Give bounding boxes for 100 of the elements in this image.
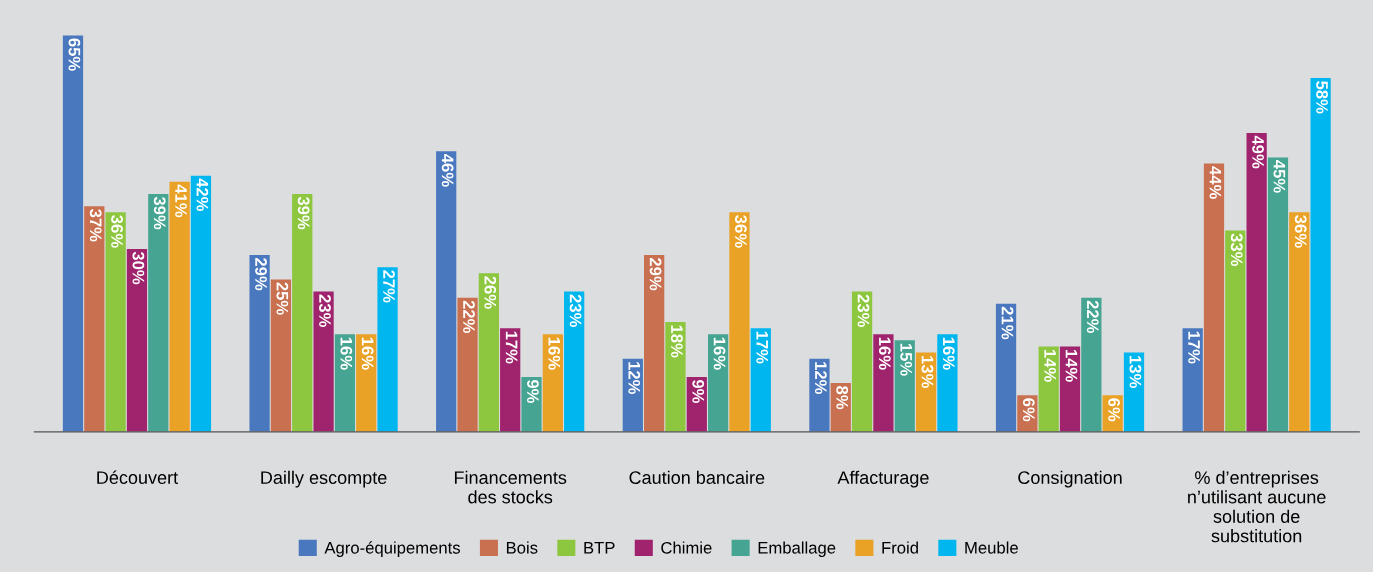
bar xyxy=(105,212,126,432)
data-label: 21% xyxy=(1001,306,1014,340)
data-label: 16% xyxy=(878,337,891,370)
bar xyxy=(1059,346,1081,432)
data-label: 9% xyxy=(527,379,539,404)
data-label: 36% xyxy=(1294,215,1307,248)
data-label: 17% xyxy=(505,331,518,364)
bar xyxy=(436,151,457,432)
data-label: 14% xyxy=(1044,349,1056,382)
data-label: 15% xyxy=(900,343,913,376)
data-label: 17% xyxy=(756,331,769,364)
bar xyxy=(809,358,830,432)
data-label: 33% xyxy=(1230,233,1243,266)
data-label: 46% xyxy=(441,154,454,187)
bar xyxy=(249,254,270,432)
data-label: 25% xyxy=(276,282,289,315)
bar xyxy=(1225,230,1246,432)
x-tick-label: Consignation xyxy=(1018,470,1122,488)
bar xyxy=(564,291,585,432)
bar xyxy=(665,322,686,432)
bar xyxy=(1203,163,1225,432)
data-label: 45% xyxy=(1273,160,1286,193)
bar xyxy=(729,212,750,432)
data-label: 36% xyxy=(111,215,123,248)
bar xyxy=(126,248,148,432)
legend-label: Chimie xyxy=(661,541,712,554)
legend-label: Meuble xyxy=(965,541,1018,554)
data-label: 41% xyxy=(175,184,187,218)
x-tick-label: Affacturage xyxy=(837,470,929,488)
data-label: 49% xyxy=(1252,135,1264,169)
x-tick-label: Caution bancaire xyxy=(629,470,765,485)
data-label: 37% xyxy=(89,209,102,242)
bar xyxy=(334,334,356,432)
bar xyxy=(750,328,771,432)
bar xyxy=(190,175,212,432)
x-tick-label: Dailly escompte xyxy=(261,470,387,488)
data-label: 39% xyxy=(153,196,166,230)
bar xyxy=(644,254,665,432)
data-label: 16% xyxy=(361,337,374,370)
bar xyxy=(1289,212,1310,432)
bar xyxy=(707,334,729,432)
data-label: 13% xyxy=(921,356,934,388)
bar xyxy=(457,297,478,432)
bar xyxy=(1081,297,1102,432)
x-tick-label: Découvert xyxy=(97,470,178,485)
bar xyxy=(542,334,563,432)
data-label: 39% xyxy=(297,196,310,230)
data-label: 18% xyxy=(671,325,683,358)
data-label: 27% xyxy=(383,270,395,303)
legend-label: Froid xyxy=(882,541,918,554)
data-label: 29% xyxy=(649,258,662,291)
bar xyxy=(292,194,313,432)
bar xyxy=(500,328,521,432)
bar xyxy=(851,291,873,432)
bar xyxy=(313,291,334,432)
data-label: 6% xyxy=(1108,398,1120,422)
bar xyxy=(148,194,169,432)
data-label: 12% xyxy=(814,362,827,395)
data-label: 23% xyxy=(319,294,331,327)
bar xyxy=(478,273,499,432)
bar xyxy=(1182,328,1203,432)
x-tick-label: Financements des stocks xyxy=(454,470,567,504)
data-label: 23% xyxy=(569,294,582,327)
data-label: 26% xyxy=(484,276,497,309)
bar xyxy=(1246,133,1267,432)
bar xyxy=(356,334,377,432)
data-label: 22% xyxy=(1086,300,1099,334)
data-label: 36% xyxy=(734,215,747,248)
bar xyxy=(1310,78,1331,432)
legend-label: Agro-équipements xyxy=(324,541,460,557)
data-label: 65% xyxy=(68,38,81,71)
x-tick-label: % d’entreprises n’utilisant aucune solution de substitution xyxy=(1188,470,1326,543)
data-label: 12% xyxy=(628,362,641,395)
data-label: 30% xyxy=(132,251,145,285)
data-label: 8% xyxy=(836,386,849,410)
bar xyxy=(521,376,542,432)
data-label: 42% xyxy=(196,178,209,212)
data-label: 44% xyxy=(1209,166,1222,199)
data-label: 9% xyxy=(692,379,705,404)
data-label: 22% xyxy=(463,300,475,334)
data-label: 16% xyxy=(713,337,726,370)
legend-label: BTP xyxy=(584,542,615,554)
data-label: 17% xyxy=(1188,331,1200,364)
bar xyxy=(62,35,84,432)
data-label: 16% xyxy=(548,337,561,370)
data-label: 14% xyxy=(1065,349,1078,382)
data-label: 16% xyxy=(340,337,353,370)
bar xyxy=(270,279,292,432)
bar xyxy=(169,181,190,432)
data-label: 29% xyxy=(255,258,267,291)
bar xyxy=(377,267,398,432)
data-label: 16% xyxy=(942,337,955,370)
data-label: 6% xyxy=(1022,398,1035,422)
bar xyxy=(84,206,105,432)
legend-label: Bois xyxy=(506,541,538,554)
bar xyxy=(995,303,1017,432)
data-label: 13% xyxy=(1129,356,1142,388)
bar xyxy=(1267,157,1289,432)
bar xyxy=(873,334,894,432)
legend-label: Emballage xyxy=(758,541,836,557)
